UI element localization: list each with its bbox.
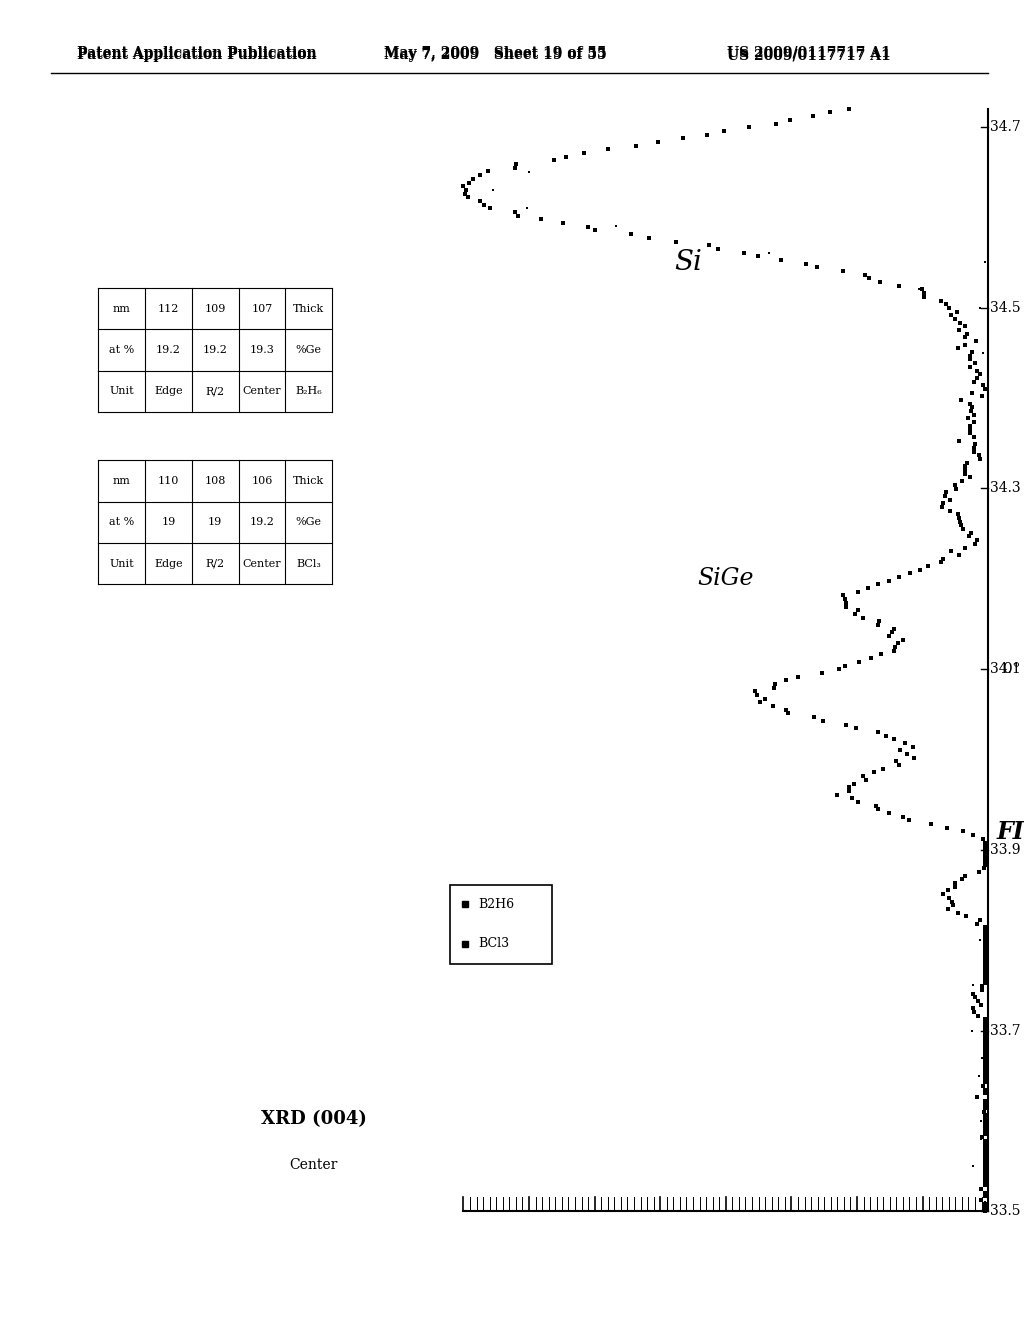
Text: 106: 106 [251,475,272,486]
Text: XRD (004): XRD (004) [261,1110,367,1129]
Text: Si: Si [675,249,702,276]
Text: US 2009/0117717 A1: US 2009/0117717 A1 [727,49,891,62]
Text: May 7, 2009   Sheet 19 of 55: May 7, 2009 Sheet 19 of 55 [384,49,606,62]
Text: 34.1: 34.1 [989,663,1020,676]
Text: Center: Center [243,387,282,396]
Bar [450,884,552,964]
Text: Edge: Edge [154,558,182,569]
Text: Patent Application Publication: Patent Application Publication [77,46,316,59]
Text: US 2009/0117717 A1: US 2009/0117717 A1 [727,46,891,59]
Text: 34.3: 34.3 [990,482,1020,495]
Text: 33.5: 33.5 [990,1204,1020,1218]
Text: %Ge: %Ge [296,345,322,355]
Text: 19.2: 19.2 [156,345,181,355]
Text: R/2: R/2 [206,387,224,396]
Text: 0°: 0° [1002,663,1020,676]
Text: Center: Center [290,1158,338,1172]
Text: 19: 19 [161,517,175,527]
Text: 19.2: 19.2 [203,345,227,355]
Text: Center: Center [243,558,282,569]
Text: nm: nm [113,475,130,486]
Text: FIG. 15A: FIG. 15A [996,820,1024,845]
Text: at %: at % [109,345,134,355]
Text: 19.3: 19.3 [250,345,274,355]
Text: 110: 110 [158,475,179,486]
Text: nm: nm [113,304,130,314]
Text: Patent Application Publication: Patent Application Publication [77,49,316,62]
Text: %Ge: %Ge [296,517,322,527]
Text: 34.5: 34.5 [990,301,1020,314]
Text: Unit: Unit [110,558,134,569]
Text: 19.2: 19.2 [250,517,274,527]
Text: Thick: Thick [293,304,325,314]
Text: at %: at % [109,517,134,527]
Text: R/2: R/2 [206,558,224,569]
Text: Edge: Edge [154,387,182,396]
Text: 33.7: 33.7 [990,1023,1020,1038]
Text: BCl3: BCl3 [478,937,510,950]
Text: 34.7: 34.7 [989,120,1020,133]
Text: May 7, 2009   Sheet 19 of 55: May 7, 2009 Sheet 19 of 55 [384,46,606,59]
Text: SiGe: SiGe [697,568,754,590]
Text: 112: 112 [158,304,179,314]
Text: 108: 108 [205,475,226,486]
Text: 33.9: 33.9 [990,842,1020,857]
Text: 107: 107 [251,304,272,314]
Text: Thick: Thick [293,475,325,486]
Text: B₂H₆: B₂H₆ [296,387,323,396]
Text: Unit: Unit [110,387,134,396]
Text: 109: 109 [205,304,226,314]
Text: 19: 19 [208,517,222,527]
Text: B2H6: B2H6 [478,898,514,911]
Text: BCl₃: BCl₃ [296,558,322,569]
